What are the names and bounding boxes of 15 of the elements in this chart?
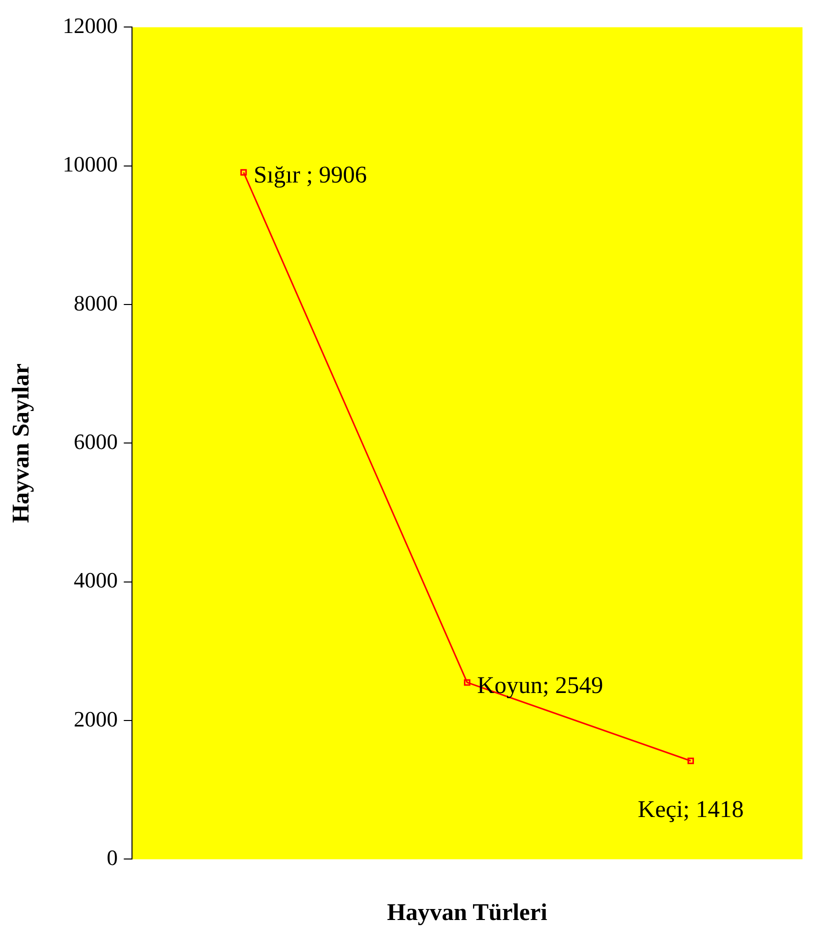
data-label: Sığır ; 9906 xyxy=(254,162,367,189)
y-tick-label: 12000 xyxy=(62,12,118,38)
x-axis-title: Hayvan Türleri xyxy=(387,900,548,926)
point xyxy=(240,169,247,176)
y-tick-label: 4000 xyxy=(74,568,118,593)
y-tick-label: 6000 xyxy=(74,428,118,454)
y-axis-title: Hayvan Sayılar xyxy=(8,363,35,523)
y-tick-label: 2000 xyxy=(74,706,118,732)
point xyxy=(687,758,694,764)
data-label: Keçi; 1418 xyxy=(638,797,744,824)
y-tick-label: 0 xyxy=(106,844,118,870)
y-tick-label: 8000 xyxy=(74,290,118,316)
y-tick-label: 10000 xyxy=(62,152,118,177)
data-label: Koyun; 2549 xyxy=(477,672,604,699)
point xyxy=(464,679,470,686)
